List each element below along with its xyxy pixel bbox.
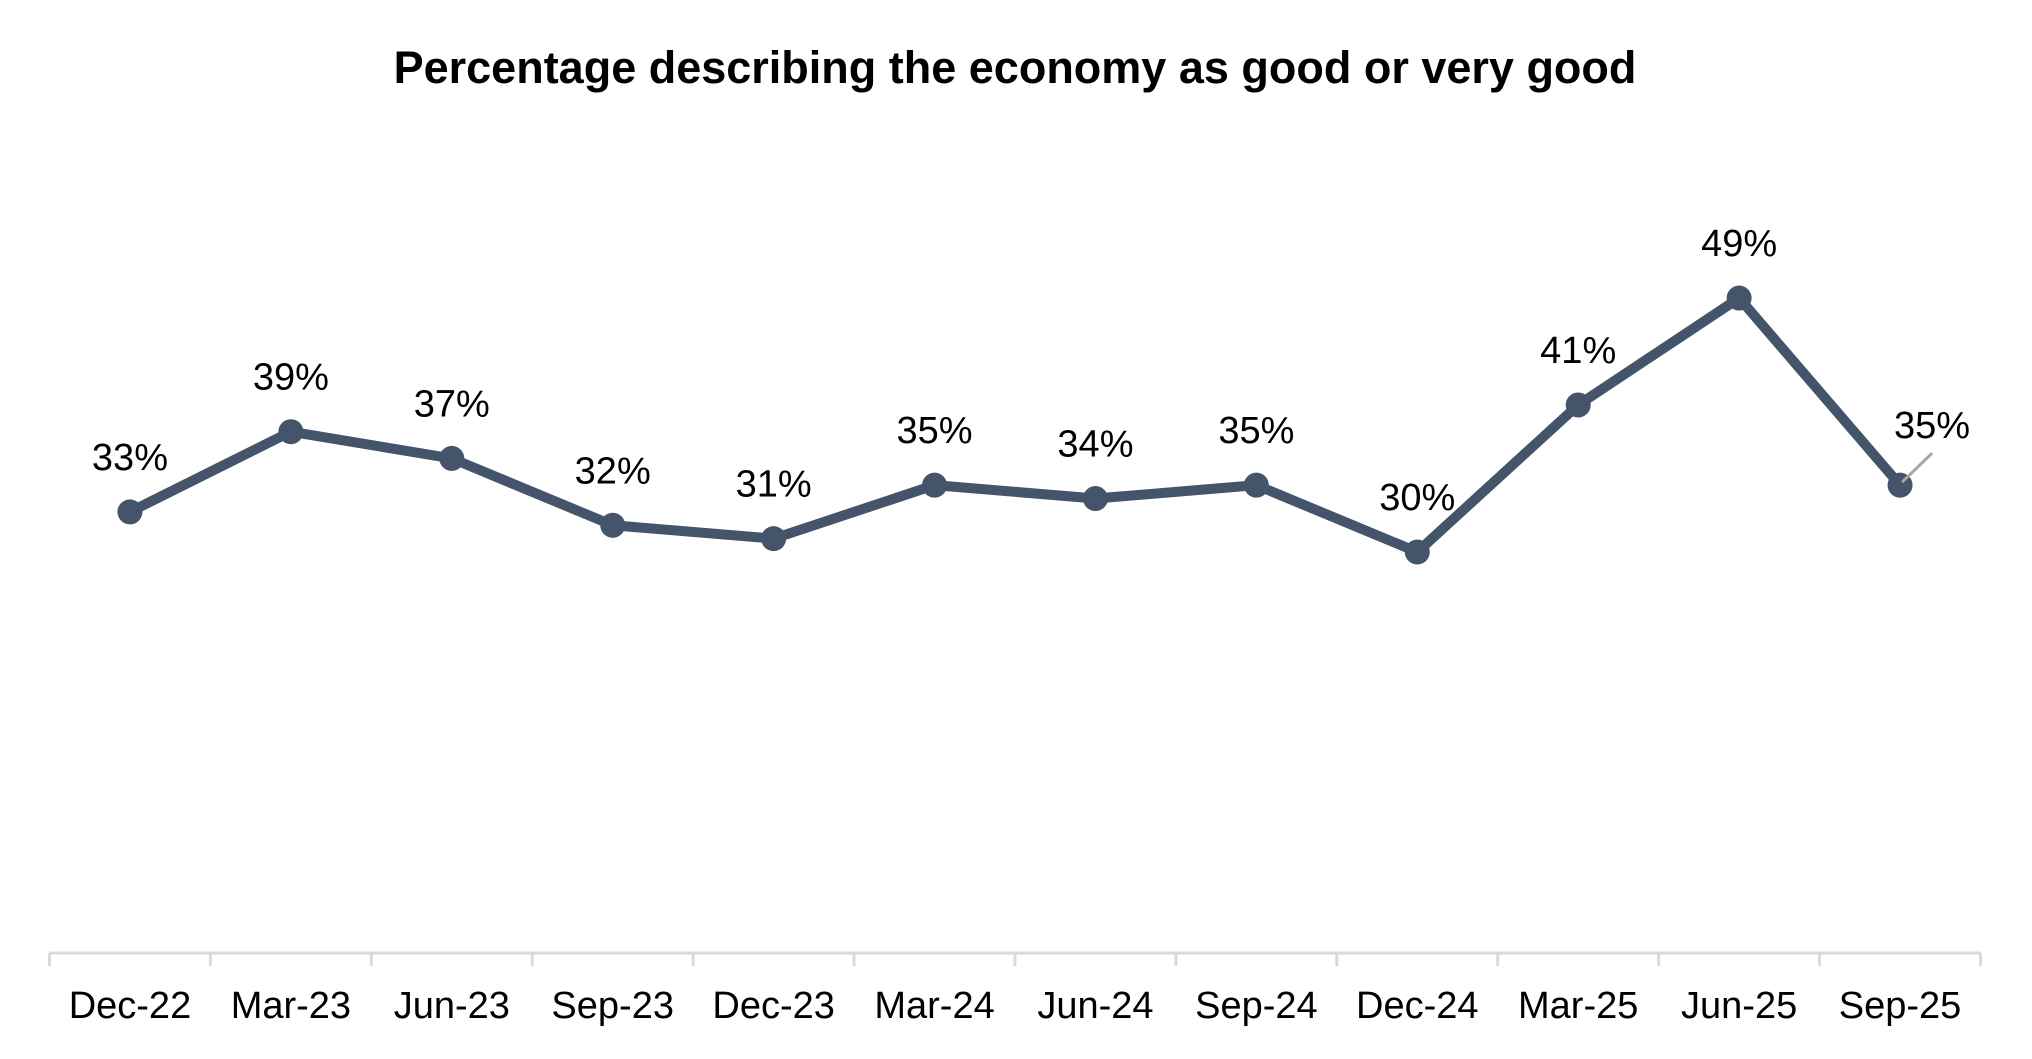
data-label-leader-line — [1900, 452, 1934, 484]
data-label: 31% — [736, 464, 812, 506]
data-point-marker-layer — [117, 285, 1913, 565]
series-line-layer — [124, 293, 1906, 557]
data-label: 39% — [253, 357, 329, 399]
data-point-marker — [922, 472, 948, 498]
data-point-marker — [1082, 486, 1108, 512]
data-label: 35% — [897, 410, 973, 452]
data-label: 49% — [1701, 223, 1777, 265]
x-axis-label: Dec-22 — [69, 985, 192, 1027]
data-point-marker — [1404, 539, 1430, 565]
x-axis-label: Mar-25 — [1518, 985, 1638, 1027]
data-point-marker — [761, 526, 787, 552]
x-axis-label: Jun-23 — [394, 985, 510, 1027]
data-point-marker — [600, 512, 626, 538]
x-axis-label: Sep-25 — [1839, 985, 1962, 1027]
data-point-marker — [278, 419, 304, 445]
x-axis-label: Jun-25 — [1681, 985, 1797, 1027]
data-label: 33% — [92, 437, 168, 479]
data-point-marker — [439, 445, 465, 471]
x-axis-label: Dec-23 — [712, 985, 835, 1027]
data-label: 35% — [1218, 410, 1294, 452]
data-label: 41% — [1540, 330, 1616, 372]
x-axis: Dec-22 Mar-23 Jun-23 Sep-23 Dec-23 Mar-24 Jun-… — [48, 951, 1982, 1027]
data-label: 34% — [1057, 424, 1133, 466]
data-point-marker — [1565, 392, 1591, 418]
x-axis-label: Dec-24 — [1356, 985, 1479, 1027]
x-axis-label: Sep-24 — [1195, 985, 1318, 1027]
data-label: 37% — [414, 383, 490, 425]
data-point-marker — [117, 499, 143, 525]
x-axis-label: Jun-24 — [1037, 985, 1153, 1027]
data-label: 32% — [575, 450, 651, 492]
data-label: 35% — [1894, 405, 1970, 447]
data-label-layer: 33% 39% 37% 32% 31% 35% 34% 35% 30% 41% 49% 35% — [92, 223, 1970, 519]
data-label: 30% — [1379, 477, 1455, 519]
x-axis-label: Sep-23 — [551, 985, 674, 1027]
x-axis-label: Mar-24 — [874, 985, 994, 1027]
x-axis-label: Mar-23 — [231, 985, 351, 1027]
chart-title: Percentage describing the economy as goo… — [394, 42, 1637, 93]
series-line — [124, 293, 1906, 557]
data-point-marker — [1726, 285, 1752, 311]
data-point-marker — [1243, 472, 1269, 498]
